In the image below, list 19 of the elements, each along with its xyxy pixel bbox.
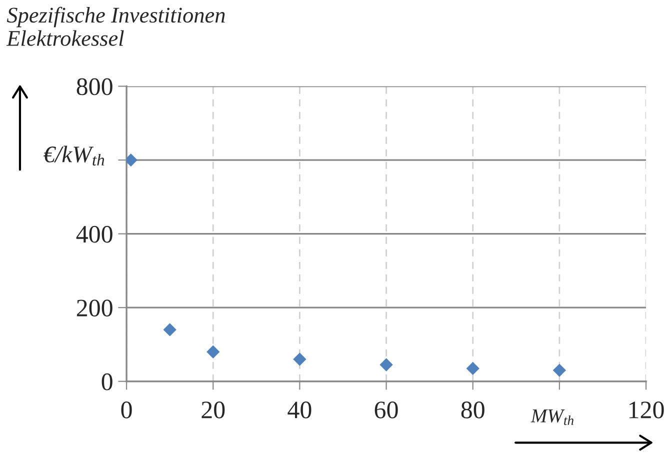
x-tick-label: 80 — [461, 402, 484, 418]
x-axis-title: MW$_{th}$ — [530, 410, 574, 426]
y-tick-label: 400 — [76, 226, 112, 243]
x-tick-label: 20 — [202, 402, 225, 418]
y-tick-label: 200 — [76, 300, 112, 317]
y-tick-label: 800 — [76, 78, 112, 96]
point — [552, 364, 566, 377]
point — [293, 352, 306, 366]
x-tick-label: 0 — [121, 402, 132, 418]
point — [206, 345, 220, 358]
x-tick-label: 60 — [374, 402, 398, 418]
point — [163, 323, 176, 336]
y-axis-title: €/kW$_{th}$ — [44, 146, 104, 166]
point — [466, 362, 480, 376]
x-tick-label: 40 — [288, 402, 312, 418]
x-tick-label: 120 — [629, 402, 664, 418]
y-tick-label: 0 — [102, 373, 112, 390]
point — [380, 358, 393, 372]
chart-title: Spezifische Investitionen Elektrokessel — [6, 6, 225, 46]
